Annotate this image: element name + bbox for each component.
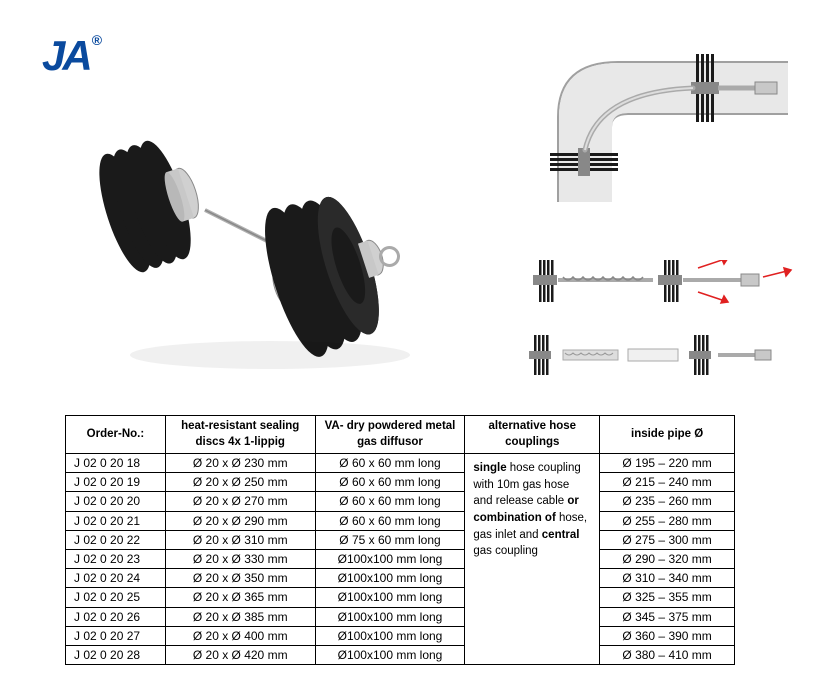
cell-discs: Ø 20 x Ø 420 mm — [165, 645, 315, 664]
cell-discs: Ø 20 x Ø 385 mm — [165, 607, 315, 626]
cell-pipe: Ø 310 – 340 mm — [600, 569, 735, 588]
cell-diffusor: Ø 60 x 60 mm long — [315, 492, 465, 511]
cell-diffusor: Ø 60 x 60 mm long — [315, 511, 465, 530]
cell-order: J 02 0 20 26 — [66, 607, 166, 626]
product-image — [50, 95, 460, 375]
cell-discs: Ø 20 x Ø 365 mm — [165, 588, 315, 607]
table-row: J 02 0 20 20Ø 20 x Ø 270 mmØ 60 x 60 mm … — [66, 492, 735, 511]
th-order: Order-No.: — [66, 416, 166, 454]
cell-pipe: Ø 290 – 320 mm — [600, 549, 735, 568]
cell-pipe: Ø 325 – 355 mm — [600, 588, 735, 607]
cell-order: J 02 0 20 22 — [66, 530, 166, 549]
cell-pipe: Ø 215 – 240 mm — [600, 473, 735, 492]
cell-order: J 02 0 20 21 — [66, 511, 166, 530]
cell-alt-couplings: single hose coupling with 10m gas hose a… — [465, 454, 600, 665]
cell-pipe: Ø 195 – 220 mm — [600, 454, 735, 473]
cell-order: J 02 0 20 23 — [66, 549, 166, 568]
cell-pipe: Ø 255 – 280 mm — [600, 511, 735, 530]
cell-diffusor: Ø100x100 mm long — [315, 588, 465, 607]
cell-order: J 02 0 20 20 — [66, 492, 166, 511]
cell-pipe: Ø 275 – 300 mm — [600, 530, 735, 549]
th-discs: heat-resistant sealing discs 4x 1-lippig — [165, 416, 315, 454]
cell-diffusor: Ø100x100 mm long — [315, 569, 465, 588]
brand-logo: JA® — [42, 32, 99, 80]
table-row: J 02 0 20 27Ø 20 x Ø 400 mmØ100x100 mm l… — [66, 626, 735, 645]
cell-discs: Ø 20 x Ø 270 mm — [165, 492, 315, 511]
table-header-row: Order-No.: heat-resistant sealing discs … — [66, 416, 735, 454]
cell-order: J 02 0 20 19 — [66, 473, 166, 492]
cell-order: J 02 0 20 24 — [66, 569, 166, 588]
cell-diffusor: Ø100x100 mm long — [315, 607, 465, 626]
diagram-assembly — [503, 260, 798, 390]
logo-text: JA — [42, 32, 90, 79]
cell-diffusor: Ø 60 x 60 mm long — [315, 454, 465, 473]
cell-diffusor: Ø100x100 mm long — [315, 549, 465, 568]
table-row: J 02 0 20 19Ø 20 x Ø 250 mmØ 60 x 60 mm … — [66, 473, 735, 492]
th-pipe: inside pipe Ø — [600, 416, 735, 454]
diagram-pipe-elbow — [523, 32, 788, 202]
registered-mark: ® — [92, 32, 99, 48]
cell-order: J 02 0 20 27 — [66, 626, 166, 645]
cell-discs: Ø 20 x Ø 230 mm — [165, 454, 315, 473]
cell-discs: Ø 20 x Ø 290 mm — [165, 511, 315, 530]
cell-diffusor: Ø 60 x 60 mm long — [315, 473, 465, 492]
table-row: J 02 0 20 24Ø 20 x Ø 350 mmØ100x100 mm l… — [66, 569, 735, 588]
table-row: J 02 0 20 21Ø 20 x Ø 290 mmØ 60 x 60 mm … — [66, 511, 735, 530]
th-alt: alternative hose couplings — [465, 416, 600, 454]
cell-discs: Ø 20 x Ø 400 mm — [165, 626, 315, 645]
cell-pipe: Ø 235 – 260 mm — [600, 492, 735, 511]
cell-diffusor: Ø100x100 mm long — [315, 645, 465, 664]
table-row: J 02 0 20 26Ø 20 x Ø 385 mmØ100x100 mm l… — [66, 607, 735, 626]
cell-discs: Ø 20 x Ø 250 mm — [165, 473, 315, 492]
cell-diffusor: Ø 75 x 60 mm long — [315, 530, 465, 549]
spec-table: Order-No.: heat-resistant sealing discs … — [65, 415, 735, 665]
cell-order: J 02 0 20 28 — [66, 645, 166, 664]
cell-diffusor: Ø100x100 mm long — [315, 626, 465, 645]
cell-order: J 02 0 20 25 — [66, 588, 166, 607]
cell-order: J 02 0 20 18 — [66, 454, 166, 473]
table-row: J 02 0 20 23Ø 20 x Ø 330 mmØ100x100 mm l… — [66, 549, 735, 568]
table-row: J 02 0 20 28Ø 20 x Ø 420 mmØ100x100 mm l… — [66, 645, 735, 664]
cell-discs: Ø 20 x Ø 350 mm — [165, 569, 315, 588]
cell-pipe: Ø 380 – 410 mm — [600, 645, 735, 664]
th-diffusor: VA- dry powdered metal gas diffusor — [315, 416, 465, 454]
table-row: J 02 0 20 22Ø 20 x Ø 310 mmØ 75 x 60 mm … — [66, 530, 735, 549]
cell-pipe: Ø 360 – 390 mm — [600, 626, 735, 645]
table-row: J 02 0 20 25Ø 20 x Ø 365 mmØ100x100 mm l… — [66, 588, 735, 607]
table-row: J 02 0 20 18Ø 20 x Ø 230 mmØ 60 x 60 mm … — [66, 454, 735, 473]
cell-discs: Ø 20 x Ø 330 mm — [165, 549, 315, 568]
cell-discs: Ø 20 x Ø 310 mm — [165, 530, 315, 549]
cell-pipe: Ø 345 – 375 mm — [600, 607, 735, 626]
